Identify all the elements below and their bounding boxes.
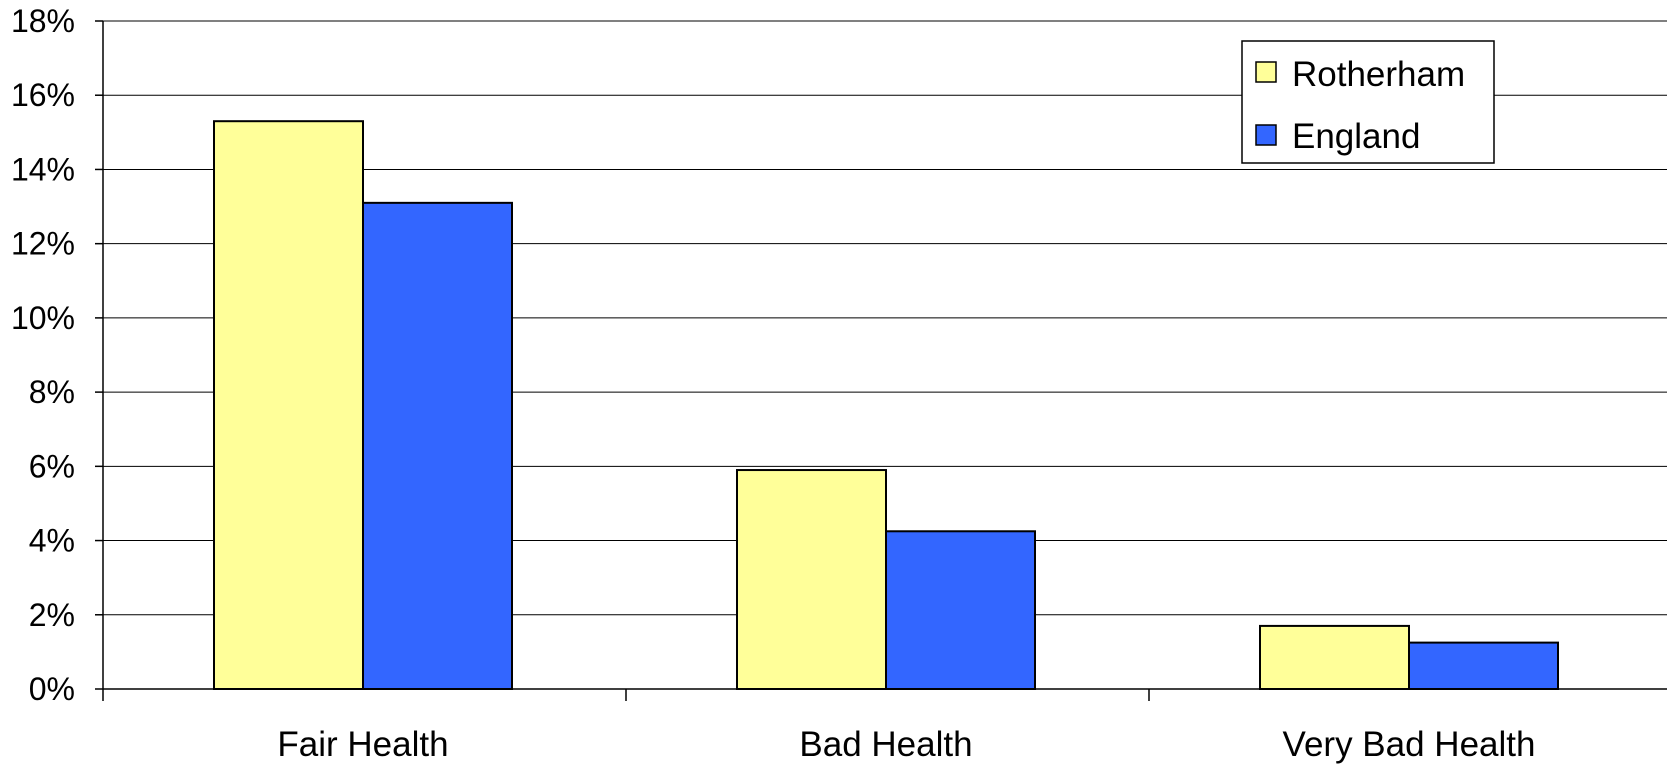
x-category-label: Very Bad Health <box>1283 725 1536 764</box>
y-tick-label: 6% <box>29 448 75 484</box>
y-tick-label: 10% <box>11 300 75 336</box>
y-tick-label: 0% <box>29 671 75 707</box>
legend-box <box>1241 40 1495 164</box>
y-tick-label: 4% <box>29 523 75 559</box>
bar-england-very-bad-health <box>1408 641 1559 690</box>
y-tick-label: 2% <box>29 597 75 633</box>
x-category-label: Fair Health <box>277 725 448 764</box>
axis-labels: 0% 2% 4% 6% 8% 10% 12% 14% 16% 18% Fair Health Bad … <box>11 3 1536 764</box>
legend-label-england: England <box>1292 117 1420 156</box>
legend-swatch-rotherham <box>1255 61 1277 83</box>
y-tick-label: 18% <box>11 3 75 39</box>
bars <box>213 120 1559 691</box>
y-tick-label: 14% <box>11 151 75 187</box>
bar-rotherham-very-bad-health <box>1259 624 1410 691</box>
x-category-label: Bad Health <box>799 725 972 764</box>
bar-rotherham-bad-health <box>736 469 887 690</box>
legend-swatch-england <box>1255 124 1277 146</box>
legend-label-rotherham: Rotherham <box>1292 55 1465 94</box>
bar-england-fair-health <box>362 201 513 690</box>
y-tick-label: 8% <box>29 374 75 410</box>
legend: Rotherham England <box>1241 40 1495 164</box>
bar-rotherham-fair-health <box>213 120 364 690</box>
y-tick-label: 12% <box>11 226 75 262</box>
y-tick-label: 16% <box>11 77 75 113</box>
bar-england-bad-health <box>885 530 1036 690</box>
